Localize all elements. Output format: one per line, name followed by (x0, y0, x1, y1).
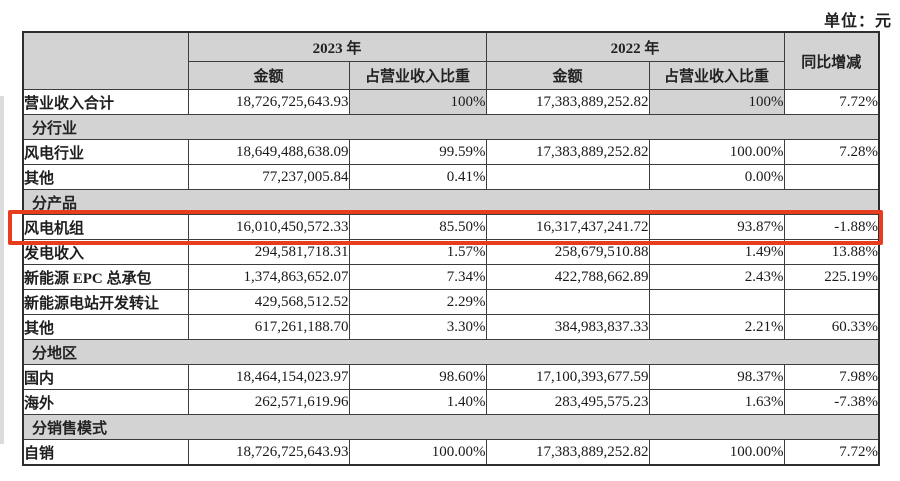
table-row: 新能源 EPC 总承包 1,374,863,652.07 7.34% 422,788,… (22, 264, 880, 290)
table-row: 风电机组 16,010,450,572.33 85.50% 16,317,437,24… (22, 214, 880, 240)
cell-amount-2023: 262,571,619.96 (187, 389, 350, 415)
table-row: 新能源电站开发转让 429,568,512.52 2.29% (22, 289, 880, 315)
cell-amount-2023: 617,261,188.70 (187, 314, 350, 340)
cell-pct-2022: 2.21% (648, 314, 785, 340)
table-row: 风电行业 18,649,488,638.09 99.59% 17,383,889,25… (22, 139, 880, 165)
cell-amount-2022: 384,983,837.33 (485, 314, 650, 340)
cell-label: 国内 (22, 364, 189, 390)
cell-pct-2023: 2.29% (348, 289, 487, 315)
section-label: 分行业 (22, 114, 880, 140)
cell-pct-2022: 98.37% (648, 364, 785, 390)
cell-label: 发电收入 (22, 239, 189, 265)
scan-edge-artifact (0, 96, 4, 444)
cell-yoy-change: -1.88% (783, 214, 880, 240)
table-header: 2023 年 2022 年 同比增减 金额 占营业收入比重 金额 占营业收入比重 (22, 31, 880, 90)
header-yoy-change: 同比增减 (783, 31, 880, 90)
cell-pct-2022: 93.87% (648, 214, 785, 240)
cell-pct-2023: 100.00% (348, 439, 487, 466)
table-row: 营业收入合计 18,726,725,643.93 100% 17,383,889,25… (22, 89, 880, 115)
cell-yoy-change (783, 289, 880, 315)
cell-amount-2023: 429,568,512.52 (187, 289, 350, 315)
cell-yoy-change (783, 164, 880, 190)
unit-label: 单位：元 (823, 13, 892, 30)
header-empty-cell (22, 31, 189, 90)
section-row: 分销售模式 (22, 414, 880, 440)
cell-label: 风电行业 (22, 139, 189, 165)
section-row: 分行业 (22, 114, 880, 140)
cell-amount-2023: 18,726,725,643.93 (187, 89, 350, 115)
cell-pct-2023: 100% (348, 89, 487, 115)
cell-label: 其他 (22, 314, 189, 340)
section-row: 分地区 (22, 339, 880, 365)
table-row: 其他 617,261,188.70 3.30% 384,983,837.33 2.21%… (22, 314, 880, 340)
cell-pct-2022: 100.00% (648, 139, 785, 165)
cell-amount-2023: 77,237,005.84 (187, 164, 350, 190)
cell-amount-2023: 18,649,488,638.09 (187, 139, 350, 165)
cell-label: 自销 (22, 439, 189, 466)
cell-amount-2023: 18,464,154,023.97 (187, 364, 350, 390)
table-row: 海外 262,571,619.96 1.40% 283,495,575.23 1.63%… (22, 389, 880, 415)
cell-amount-2022: 17,100,393,677.59 (485, 364, 650, 390)
section-label: 分产品 (22, 189, 880, 215)
cell-label: 新能源电站开发转让 (22, 289, 189, 315)
cell-label: 营业收入合计 (22, 89, 189, 115)
cell-label: 海外 (22, 389, 189, 415)
cell-pct-2023: 3.30% (348, 314, 487, 340)
header-year-2023: 2023 年 (187, 31, 487, 62)
cell-pct-2023: 1.40% (348, 389, 487, 415)
cell-amount-2022 (485, 289, 650, 315)
cell-amount-2022: 422,788,662.89 (485, 264, 650, 290)
cell-amount-2022 (485, 164, 650, 190)
cell-amount-2022: 16,317,437,241.72 (485, 214, 650, 240)
cell-pct-2023: 7.34% (348, 264, 487, 290)
cell-pct-2022: 0.00% (648, 164, 785, 190)
cell-pct-2022: 1.63% (648, 389, 785, 415)
cell-pct-2023: 1.57% (348, 239, 487, 265)
cell-pct-2023: 99.59% (348, 139, 487, 165)
cell-amount-2023: 16,010,450,572.33 (187, 214, 350, 240)
cell-label: 风电机组 (22, 214, 189, 240)
section-row: 分产品 (22, 189, 880, 215)
cell-yoy-change: 13.88% (783, 239, 880, 265)
header-amount-2023: 金额 (187, 61, 350, 90)
cell-pct-2022: 1.49% (648, 239, 785, 265)
table-body: 营业收入合计 18,726,725,643.93 100% 17,383,889,25… (22, 89, 880, 466)
table-row: 其他 77,237,005.84 0.41% 0.00% (22, 164, 880, 190)
cell-pct-2022: 2.43% (648, 264, 785, 290)
cell-amount-2023: 1,374,863,652.07 (187, 264, 350, 290)
cell-amount-2022: 17,383,889,252.82 (485, 139, 650, 165)
cell-pct-2023: 85.50% (348, 214, 487, 240)
cell-amount-2023: 18,726,725,643.93 (187, 439, 350, 466)
cell-amount-2022: 283,495,575.23 (485, 389, 650, 415)
cell-pct-2022 (648, 289, 785, 315)
section-label: 分销售模式 (22, 414, 880, 440)
cell-yoy-change: 60.33% (783, 314, 880, 340)
table-row: 自销 18,726,725,643.93 100.00% 17,383,889,252… (22, 439, 880, 466)
header-year-2022: 2022 年 (485, 31, 785, 62)
cell-amount-2022: 17,383,889,252.82 (485, 439, 650, 466)
cell-yoy-change: 7.72% (783, 439, 880, 466)
header-pct-2022: 占营业收入比重 (648, 61, 785, 90)
header-pct-2023: 占营业收入比重 (348, 61, 487, 90)
cell-yoy-change: -7.38% (783, 389, 880, 415)
cell-pct-2023: 98.60% (348, 364, 487, 390)
cell-amount-2022: 258,679,510.88 (485, 239, 650, 265)
table-row: 发电收入 294,581,718.31 1.57% 258,679,510.88 1.4… (22, 239, 880, 265)
cell-label: 新能源 EPC 总承包 (22, 264, 189, 290)
cell-pct-2022: 100% (648, 89, 785, 115)
header-amount-2022: 金额 (485, 61, 650, 90)
cell-amount-2023: 294,581,718.31 (187, 239, 350, 265)
revenue-breakdown-table: 2023 年 2022 年 同比增减 金额 占营业收入比重 金额 占营业收入比重… (22, 31, 881, 466)
cell-yoy-change: 7.98% (783, 364, 880, 390)
section-label: 分地区 (22, 339, 880, 365)
cell-pct-2022: 100.00% (648, 439, 785, 466)
cell-pct-2023: 0.41% (348, 164, 487, 190)
cell-yoy-change: 7.28% (783, 139, 880, 165)
cell-yoy-change: 225.19% (783, 264, 880, 290)
cell-amount-2022: 17,383,889,252.82 (485, 89, 650, 115)
cell-label: 其他 (22, 164, 189, 190)
cell-yoy-change: 7.72% (783, 89, 880, 115)
table-row: 国内 18,464,154,023.97 98.60% 17,100,393,677.… (22, 364, 880, 390)
